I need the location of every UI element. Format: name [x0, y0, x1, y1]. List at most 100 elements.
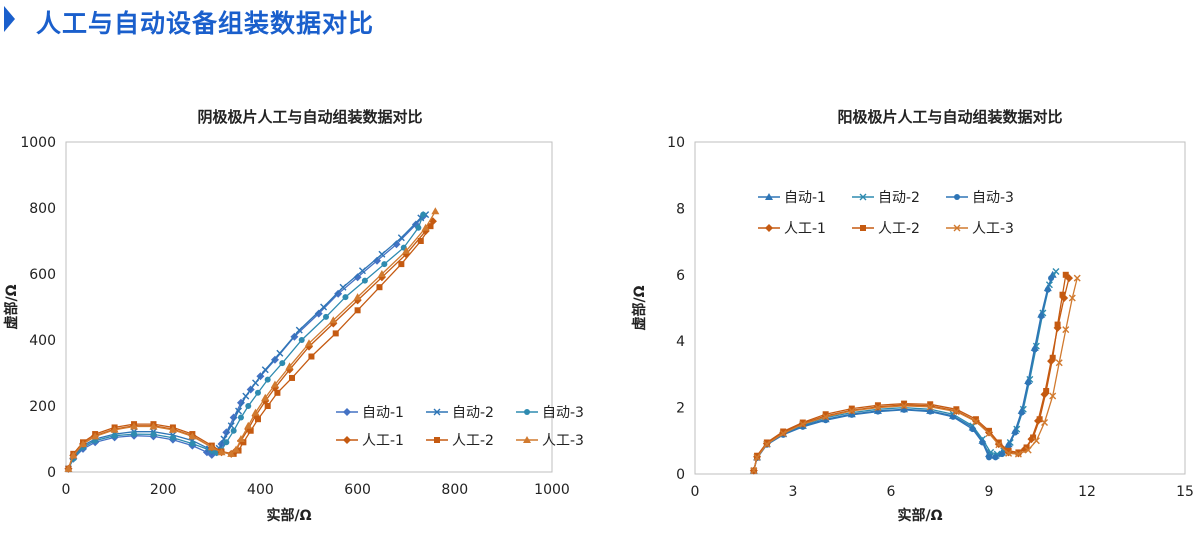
data-point [361, 277, 368, 284]
data-point [261, 366, 269, 374]
plot-area [65, 141, 553, 473]
title-chevron-icon [4, 6, 15, 32]
cathode-chart: 阴极极片人工与自动组装数据对比 0 200 400 600 800 1000 0 200 400 6… [3, 108, 584, 524]
data-point [314, 309, 323, 318]
x-tick-label: 3 [789, 484, 798, 500]
data-point [874, 404, 882, 412]
data-point [235, 407, 243, 415]
data-point [1015, 449, 1022, 456]
data-point [91, 432, 100, 440]
data-point [1023, 444, 1030, 451]
data-point [985, 430, 993, 437]
data-point [252, 379, 260, 387]
data-point [308, 353, 315, 360]
data-point [1036, 416, 1043, 423]
data-point [244, 421, 253, 429]
legend-label: 自动-1 [362, 405, 404, 421]
data-point [1038, 313, 1045, 320]
data-point [1055, 359, 1063, 367]
data-point [799, 419, 806, 426]
data-point [1012, 429, 1019, 436]
x-tick-label: 12 [1078, 484, 1096, 500]
y-tick-label: 600 [29, 267, 56, 283]
data-point [149, 422, 158, 430]
data-point [188, 432, 197, 440]
data-point [1049, 392, 1057, 400]
series-line [753, 277, 1070, 471]
data-point [64, 464, 73, 472]
y-tick-label: 2 [676, 401, 685, 417]
legend-marker [433, 408, 441, 416]
data-point [1044, 286, 1051, 293]
y-tick-label: 10 [667, 135, 685, 151]
data-point [323, 313, 330, 320]
data-point [376, 284, 383, 291]
data-point [251, 408, 260, 416]
data-point [274, 389, 281, 396]
y-tick-label: 6 [676, 268, 685, 284]
data-point [236, 435, 245, 442]
data-point [421, 223, 430, 231]
legend-marker [523, 436, 531, 443]
data-point [329, 316, 338, 324]
legend: 自动-1 自动-2 自动-3 人工-1 人工-2 人工-3 [758, 190, 1014, 237]
data-point [987, 448, 995, 456]
data-point [320, 303, 328, 311]
data-point [799, 420, 807, 428]
data-point [822, 413, 830, 421]
series-line [753, 277, 1052, 471]
x-tick-label: 400 [247, 482, 274, 498]
series-2 [750, 267, 1060, 475]
data-point [753, 453, 761, 461]
data-point [927, 401, 934, 408]
data-point [279, 360, 286, 367]
x-axis-label: 实部/Ω [897, 507, 942, 524]
data-point [1032, 437, 1040, 445]
data-point [1030, 434, 1037, 441]
data-point [1054, 321, 1061, 328]
legend-label: 人工-2 [452, 433, 494, 449]
series-line [753, 274, 1067, 471]
data-point [986, 454, 992, 461]
legend-marker [343, 436, 351, 444]
legend-label: 自动-2 [878, 190, 920, 206]
data-point [780, 428, 787, 435]
legend-label: 自动-1 [784, 190, 826, 206]
x-tick-label: 800 [441, 482, 468, 498]
data-point [168, 425, 177, 433]
data-point [848, 407, 856, 415]
data-point [392, 240, 401, 249]
data-point [254, 416, 261, 423]
data-point [373, 256, 382, 265]
plot-area [694, 141, 1186, 475]
x-tick-label: 200 [150, 482, 177, 498]
x-axis-label: 实部/Ω [266, 507, 311, 524]
data-point [240, 439, 247, 446]
data-point [288, 374, 295, 381]
legend-label: 人工-1 [362, 433, 404, 449]
x-tick-label: 6 [887, 484, 896, 500]
data-point [1014, 450, 1022, 458]
legend-marker [434, 437, 440, 443]
legend-label: 自动-3 [542, 405, 584, 421]
data-point [763, 440, 771, 448]
y-tick-label: 0 [47, 465, 56, 481]
data-point [69, 451, 78, 459]
legend-marker [524, 409, 530, 415]
legend-marker [859, 193, 867, 201]
data-point [397, 234, 405, 242]
legend-label: 人工-3 [972, 221, 1014, 237]
data-point [378, 250, 386, 258]
data-point [979, 439, 986, 446]
data-point [1024, 446, 1032, 454]
legend-marker [765, 193, 773, 200]
y-axis-label: 虚部/Ω [631, 285, 648, 330]
series-6 [64, 207, 440, 472]
legend-label: 人工-2 [878, 221, 920, 237]
legend-marker [953, 224, 961, 232]
data-point [1049, 354, 1056, 361]
data-point [750, 467, 758, 475]
series-3 [750, 275, 1055, 474]
data-point [986, 427, 992, 434]
legend-label: 自动-2 [452, 405, 494, 421]
